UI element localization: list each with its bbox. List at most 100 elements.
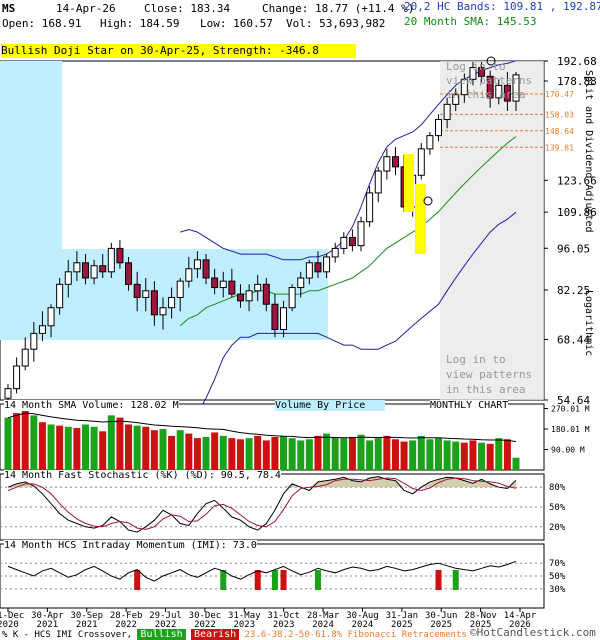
volume-bar [56,425,64,470]
high-marker-circle [486,56,496,66]
candle-body [305,262,313,279]
candle-body [366,192,374,223]
candle-body [236,293,244,302]
stochastic-axis-ticks: 80% 50% 20% [549,483,566,533]
volume-panel-title: 14 Month SMA Volume: 128.02 M [4,400,179,411]
volume-bar [142,426,150,470]
candle-body [38,325,46,334]
price-tick-label: 82.25 [557,284,590,297]
volume-bar [340,438,348,470]
candle-body [13,365,21,390]
imi-crossover-marker [254,570,261,590]
footer-legend: % K - HCS IMI Crossover, Bullish Bearish… [2,629,467,640]
volume-bar [73,427,81,470]
vbp-label: Volume By Price [275,400,386,411]
volume-bar [116,417,124,470]
fib-legend: 23.6-38.2-50-61.8% Fibonacci Retracement… [244,630,467,640]
x-tick-label: 31-Oct [267,611,300,621]
candle-body [116,247,124,264]
stochastic-panel: 80% 50% 20% [0,473,566,541]
x-tick-label: 29-Jul [149,611,182,621]
volume-bar [211,432,219,470]
candle-body [211,277,219,289]
x-tick-label: 2026 [509,620,531,630]
volume-bar [168,435,176,470]
candle-body [4,388,12,399]
candle-body [245,290,253,302]
x-tick-label: 31-May [228,611,261,621]
volume-bar [47,424,55,470]
volume-bar [38,422,46,470]
volume-panel: 270.01 M 180.01 M 90.00 M [0,403,590,471]
volume-bar [176,430,184,470]
volume-sma-line [7,412,517,443]
imi-axis-ticks: 70% 50% 30% [549,559,566,595]
x-tick-label: 28-Nov [464,611,497,621]
x-tick-label: 2021 [76,620,98,630]
volume-bar [305,439,313,470]
candle-body [280,307,288,331]
x-tick-label: 2021 [37,620,59,630]
imi-crossover-marker [280,570,287,590]
x-tick-label: 2020 [0,620,19,630]
candle-body [486,75,494,99]
login-patterns-top[interactable]: Log in to view patterns in this area [446,60,533,101]
candle-body [288,287,296,309]
volume-bars [4,408,520,470]
candle-body [435,119,443,137]
x-tick-label: 30-Apr [31,611,64,621]
volume-bar [202,437,210,470]
volume-bar [478,442,486,470]
x-tick-label: 30-Aug [346,611,379,621]
candle-body [271,303,279,331]
volume-bar [297,440,305,470]
stoch-overbought-fill [8,476,516,488]
copyright[interactable]: ©HotCandlestick.com [470,626,596,639]
stoch-tick-label: 50% [549,503,566,513]
x-tick-label: 31-Jan [386,611,419,621]
volume-tick-label: 90.00 M [551,446,585,455]
vbp-bar [0,61,40,251]
signal-highlight-lower [415,184,426,254]
price-tick-label: 123.66 [557,174,597,187]
sma-value: 20 Month SMA: 145.53 [404,15,537,28]
adjusted-label: Split and Dividend Adjusted [583,70,594,233]
signal-highlight-upper [404,154,414,212]
candle-body [374,170,382,194]
volume-bar [245,438,253,470]
imi-panel-title: 14 Month HCS Intraday Momentum (IMI): 73… [4,540,257,551]
lower-band-line [179,211,517,436]
candle-body [30,332,38,350]
imi-crossover-marker [452,570,459,590]
candle-body [202,259,210,279]
volume-bar [409,440,417,470]
pattern-signal-banner: Bullish Doji Star on 30-Apr-25, Strength… [1,44,356,58]
stochastic-lines [0,476,544,533]
candle-body [443,103,451,121]
volume-tick-label: 180.01 M [551,425,590,434]
login-patterns-bottom[interactable]: Log in to view patterns in this area [446,353,533,396]
volume-bar [512,457,520,470]
volume-bar [262,440,270,470]
stochastic-panel-title: 14 Month Fast Stochastic (%K) (%D): 90.5… [4,470,281,481]
volume-bar [90,426,98,470]
hc-band-lines [179,60,517,436]
volume-bar [366,440,374,470]
imi-tick-label: 70% [549,559,566,569]
volume-bar [323,433,331,470]
imi-line [0,560,544,590]
candle-body [469,67,477,80]
imi-crossover-marker [271,570,278,590]
candle-body [47,307,55,327]
price-tick-label: 68.44 [557,333,590,346]
candle-body [512,74,520,102]
volume-bar [254,435,262,470]
volume-bar [185,433,193,470]
price-tick-label: 109.86 [557,206,597,219]
signal-marker-circle [423,196,433,206]
x-axis-labels: 31-Dec202030-Apr202130-Sep202128-Feb2022… [0,608,537,630]
volume-bar [280,435,288,470]
candle-body [228,280,236,295]
candle-body [331,247,339,258]
candle-body [323,256,331,273]
